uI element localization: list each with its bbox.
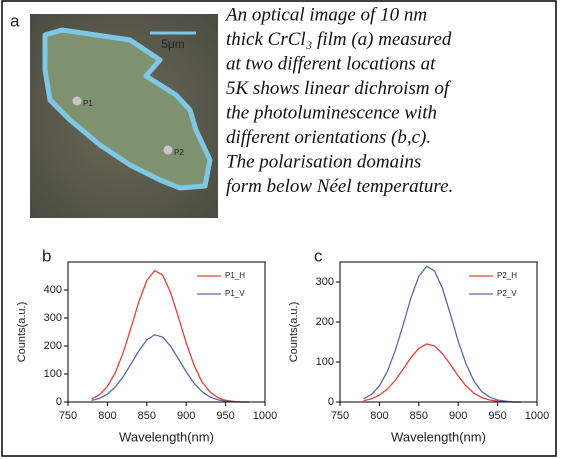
x-tick-label: 850 [138, 410, 156, 422]
point-label: P2 [174, 148, 184, 157]
y-tick-label: 0 [56, 396, 62, 408]
y-tick-label: 200 [316, 316, 334, 328]
scale-bar-label: 5μm [161, 37, 185, 51]
x-tick-label: 800 [98, 410, 116, 422]
caption-line: thick CrCl₃ film (a) measured [226, 29, 452, 50]
legend-label: P2_V [497, 289, 517, 298]
panel-label: a [10, 11, 20, 30]
x-tick-label: 950 [488, 410, 506, 422]
x-tick-label: 950 [216, 410, 234, 422]
series-line [363, 265, 522, 403]
panel-label: b [42, 246, 51, 265]
caption: An optical image of 10 nm thick CrCl₃ fil… [224, 4, 453, 197]
x-tick-label: 750 [59, 410, 77, 422]
point-marker [71, 95, 83, 107]
caption-line: at two different locations at [226, 53, 436, 74]
plot-frame [339, 261, 538, 403]
y-tick-label: 100 [316, 356, 334, 368]
x-tick-label: 850 [410, 410, 428, 422]
caption-line: different orientations (b,c). [226, 127, 431, 148]
series-line [91, 269, 250, 403]
series-line [363, 343, 522, 403]
x-axis-label: Wavelength(nm) [119, 429, 214, 444]
x-tick-label: 900 [449, 410, 467, 422]
caption-line: An optical image of 10 nm [224, 4, 427, 25]
y-tick-label: 200 [44, 340, 62, 352]
y-tick-label: 400 [44, 284, 62, 296]
y-axis-label: Counts(a.u.) [288, 302, 300, 363]
caption-line: 5K shows linear dichroism of [226, 78, 452, 99]
x-axis-label: Wavelength(nm) [391, 429, 486, 444]
x-tick-label: 1000 [525, 410, 549, 422]
x-tick-label: 750 [331, 410, 349, 422]
caption-line: The polarisation domains [226, 151, 421, 172]
legend-label: P1_H [225, 271, 245, 280]
plot-frame [67, 261, 266, 403]
series-line [91, 334, 250, 403]
caption-line: the photoluminescence with [226, 102, 437, 123]
y-tick-label: 300 [44, 312, 62, 324]
x-tick-label: 800 [370, 410, 388, 422]
x-tick-label: 1000 [253, 410, 277, 422]
legend-label: P1_V [225, 289, 245, 298]
panel-label: c [314, 246, 323, 265]
y-tick-label: 0 [328, 396, 334, 408]
x-tick-label: 900 [177, 410, 195, 422]
y-tick-label: 100 [44, 368, 62, 380]
point-label: P1 [83, 99, 93, 108]
caption-line: form below Néel temperature. [226, 176, 453, 197]
point-marker [162, 144, 174, 156]
legend-label: P2_H [497, 271, 517, 280]
y-axis-label: Counts(a.u.) [16, 302, 28, 363]
y-tick-label: 300 [316, 276, 334, 288]
